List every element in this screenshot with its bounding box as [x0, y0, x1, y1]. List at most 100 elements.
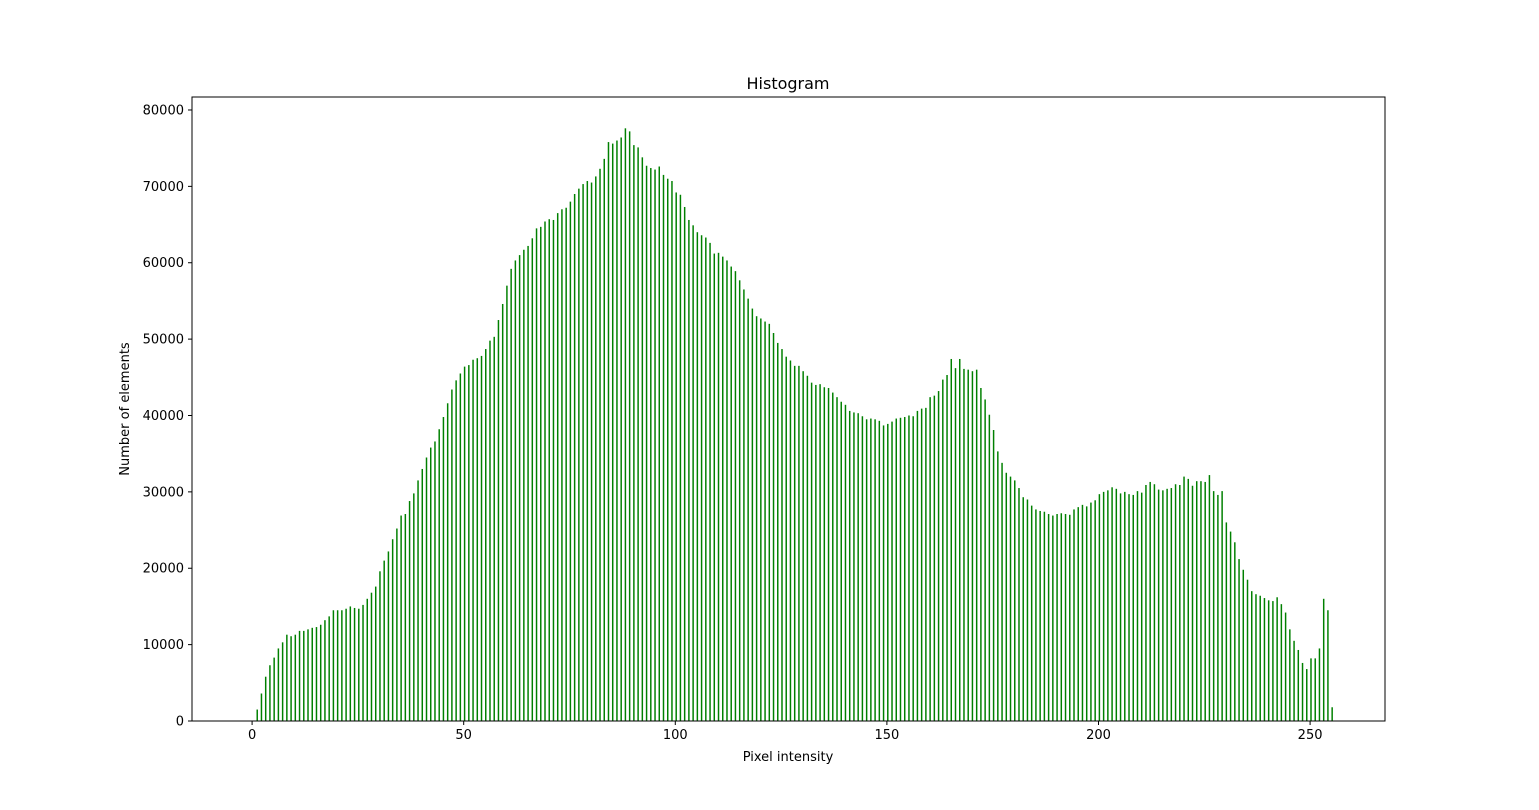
bar: [590, 182, 593, 721]
bar: [666, 178, 669, 721]
bar: [1081, 504, 1084, 721]
bar: [1242, 569, 1245, 721]
bar: [1018, 488, 1020, 721]
bar: [1094, 500, 1096, 721]
bar: [1289, 629, 1291, 721]
bar: [705, 237, 707, 721]
bar: [929, 397, 931, 721]
bar: [1327, 610, 1329, 721]
x-tick-label: 200: [1086, 728, 1111, 743]
bar: [950, 358, 953, 721]
bar: [760, 318, 762, 721]
bar: [1124, 491, 1126, 721]
bar: [984, 399, 986, 721]
bar: [738, 280, 741, 721]
bar: [1022, 497, 1024, 721]
bar: [827, 387, 830, 721]
bar: [332, 610, 335, 721]
y-tick-label: 30000: [143, 485, 184, 500]
bar: [658, 166, 661, 722]
bar: [501, 303, 504, 721]
bar: [865, 419, 868, 721]
bar: [353, 607, 356, 721]
bar: [324, 620, 326, 721]
bar: [641, 157, 644, 721]
bar: [1310, 658, 1312, 721]
bar: [633, 145, 635, 722]
bar: [446, 403, 449, 721]
bar: [806, 375, 809, 721]
bar: [654, 169, 656, 722]
bar: [1060, 513, 1063, 721]
bar: [988, 414, 991, 721]
bar: [493, 336, 495, 721]
bar: [785, 356, 787, 721]
ticks: 0 50 100 150 200 250 0 10000 20000 30000 40000 5000…: [143, 103, 1323, 743]
bar: [396, 528, 398, 721]
bar: [1157, 489, 1160, 721]
bar: [789, 360, 792, 721]
x-tick-label: 100: [663, 728, 688, 743]
bar: [1047, 514, 1050, 721]
bar: [540, 226, 542, 721]
bar: [1301, 662, 1304, 721]
bar: [819, 384, 821, 721]
bar: [645, 165, 648, 722]
bar: [878, 420, 881, 721]
bar: [573, 193, 576, 721]
y-tick-label: 10000: [143, 638, 184, 653]
bar: [1128, 494, 1130, 721]
bar: [975, 369, 978, 721]
bar: [937, 391, 940, 721]
bar: [404, 514, 407, 721]
bar: [1162, 490, 1164, 721]
bar: [683, 206, 686, 722]
bar: [1251, 591, 1253, 721]
bar: [815, 384, 817, 721]
bar: [675, 192, 677, 721]
bar: [1107, 490, 1109, 721]
bar: [679, 194, 682, 721]
bar: [1234, 542, 1236, 721]
bar: [1090, 502, 1092, 721]
bar: [362, 604, 364, 721]
bar: [1085, 506, 1088, 721]
bar: [903, 417, 906, 721]
bar: [518, 255, 521, 721]
bar: [1217, 494, 1219, 721]
bar: [599, 168, 601, 721]
y-tick-label: 50000: [143, 333, 184, 348]
bar: [294, 634, 297, 721]
bar: [556, 213, 559, 721]
bar: [264, 676, 267, 721]
bar: [1238, 559, 1240, 721]
bar: [349, 606, 352, 721]
bar: [1212, 491, 1215, 721]
bar: [514, 260, 517, 721]
bar: [438, 429, 440, 721]
bar: [425, 457, 428, 721]
bar: [1191, 485, 1194, 721]
bar: [1166, 488, 1168, 721]
bar: [1263, 598, 1266, 721]
bar: [899, 417, 902, 721]
bar: [544, 221, 546, 721]
bar: [1314, 658, 1316, 721]
bar: [764, 321, 766, 721]
bar: [793, 365, 796, 721]
bar: [1322, 598, 1325, 721]
chart-title: Histogram: [747, 74, 830, 93]
bar: [1225, 522, 1228, 721]
bar: [1098, 494, 1101, 721]
bar: [374, 586, 377, 721]
bar: [315, 627, 318, 721]
bar: [429, 447, 432, 721]
bar: [1246, 579, 1249, 721]
bar: [857, 413, 859, 721]
bar: [565, 207, 567, 721]
y-tick-label: 80000: [143, 103, 184, 118]
bar: [1331, 707, 1333, 721]
bar: [777, 342, 779, 721]
bar: [997, 451, 999, 721]
